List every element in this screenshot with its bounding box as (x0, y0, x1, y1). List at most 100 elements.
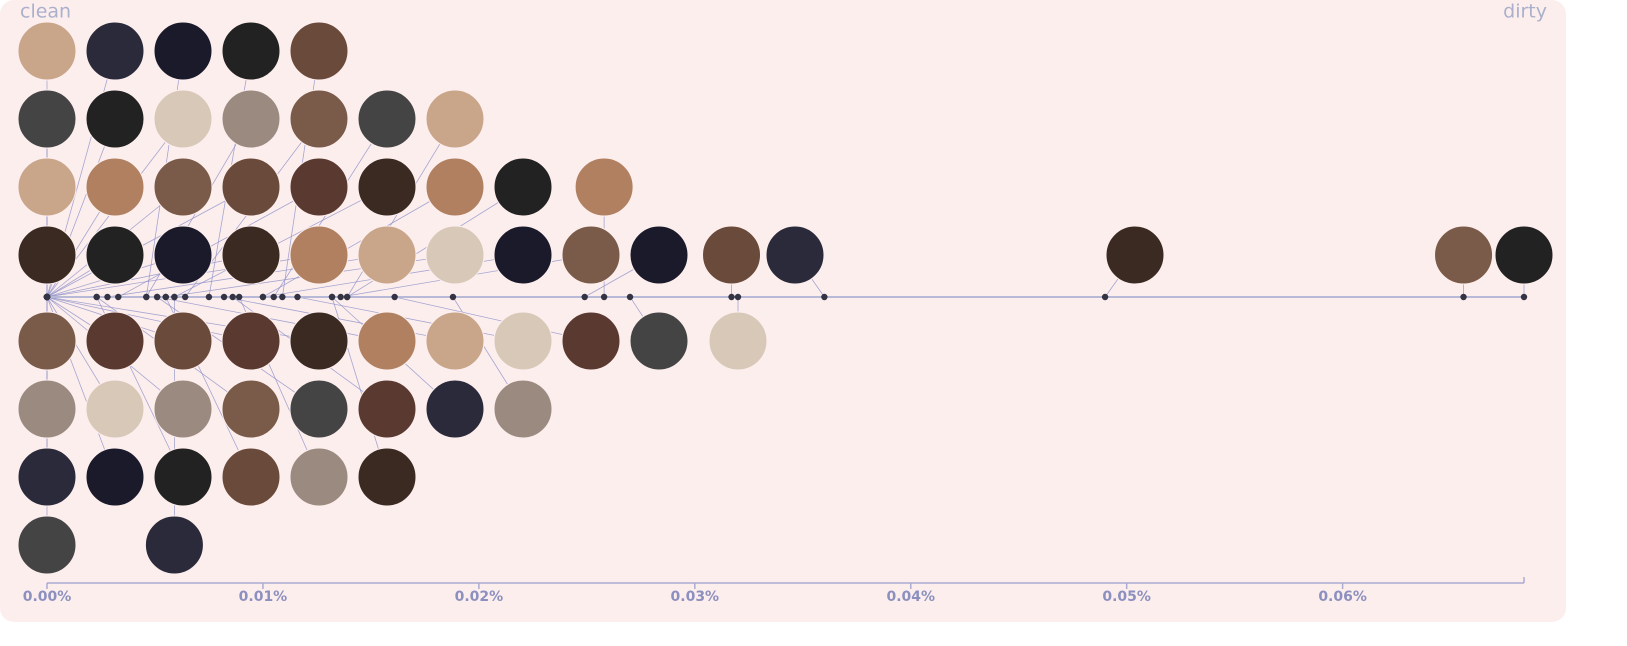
avatar (289, 225, 349, 285)
avatar (574, 157, 634, 217)
avatar (493, 379, 553, 439)
avatar (425, 311, 485, 371)
avatar (17, 21, 77, 81)
dot (279, 293, 286, 301)
dot (93, 293, 100, 301)
link (174, 186, 388, 298)
avatar (561, 311, 621, 371)
avatar (17, 379, 77, 439)
avatar (153, 89, 213, 149)
dot (171, 293, 178, 301)
avatar (357, 311, 417, 371)
avatar (289, 157, 349, 217)
link (297, 296, 524, 342)
avatar (221, 379, 281, 439)
x-tick-label: 0.00% (23, 589, 72, 605)
avatar (425, 379, 485, 439)
dot (259, 293, 267, 301)
avatar (153, 311, 213, 371)
avatar (85, 379, 145, 439)
avatar (357, 225, 417, 285)
link (394, 296, 592, 342)
avatar (221, 21, 281, 81)
dot (337, 293, 344, 301)
x-tick-label: 0.03% (671, 589, 720, 605)
avatar (153, 379, 213, 439)
dot (229, 293, 236, 301)
avatar (629, 225, 689, 285)
x-tick-label: 0.05% (1102, 589, 1151, 605)
avatar (1494, 225, 1554, 285)
dot (162, 293, 169, 301)
avatar (17, 447, 77, 507)
avatar (153, 157, 213, 217)
link (46, 296, 252, 342)
dot (734, 293, 742, 301)
avatar (85, 21, 145, 81)
dot (328, 293, 336, 301)
avatar (289, 311, 349, 371)
avatar (17, 157, 77, 217)
avatar (702, 225, 762, 285)
avatar (357, 157, 417, 217)
avatar (357, 447, 417, 507)
dot (294, 293, 301, 301)
avatar (17, 311, 77, 371)
avatar (289, 447, 349, 507)
avatar (221, 157, 281, 217)
avatar (153, 225, 213, 285)
clean-label: clean (20, 1, 71, 23)
avatar (425, 89, 485, 149)
avatar (144, 515, 204, 575)
x-tick-label: 0.02% (455, 589, 504, 605)
avatar (221, 89, 281, 149)
avatar (493, 157, 553, 217)
link (46, 254, 252, 298)
dot (600, 293, 608, 301)
avatar (17, 89, 77, 149)
dot (270, 293, 277, 301)
dot (1460, 293, 1467, 301)
avatar (1434, 225, 1494, 285)
avatar (425, 225, 485, 285)
dot (821, 293, 828, 301)
link (46, 186, 252, 298)
avatar (357, 379, 417, 439)
avatar (708, 311, 768, 371)
avatar (153, 21, 213, 81)
avatar (85, 447, 145, 507)
dot (728, 293, 735, 301)
avatar (629, 311, 689, 371)
avatar (289, 89, 349, 149)
dot (205, 293, 213, 301)
avatar (85, 157, 145, 217)
dot (391, 293, 398, 301)
dot (143, 293, 150, 301)
dot (343, 293, 351, 301)
avatar (289, 21, 349, 81)
avatar (85, 225, 145, 285)
avatar (221, 225, 281, 285)
avatar (221, 311, 281, 371)
avatar (17, 515, 77, 575)
avatar (561, 225, 621, 285)
avatar (221, 447, 281, 507)
dot (449, 293, 457, 301)
link (223, 296, 456, 342)
dot (181, 293, 189, 301)
x-tick-label: 0.01% (239, 589, 288, 605)
dot (153, 293, 161, 301)
link (262, 186, 456, 298)
avatar (493, 311, 553, 371)
avatar (765, 225, 825, 285)
dirty-label: dirty (1503, 1, 1547, 23)
dot (1520, 293, 1528, 301)
avatar (85, 311, 145, 371)
x-tick-label: 0.06% (1318, 589, 1367, 605)
avatar (493, 225, 553, 285)
avatar (85, 89, 145, 149)
dot (581, 293, 588, 301)
avatar (357, 89, 417, 149)
dot (235, 293, 243, 301)
